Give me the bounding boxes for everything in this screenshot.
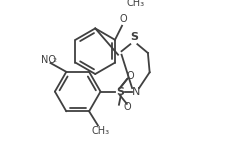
Text: S: S [116, 87, 124, 97]
Text: 2: 2 [52, 58, 56, 63]
Text: O: O [120, 14, 128, 24]
Text: N: N [132, 87, 140, 97]
Text: S: S [130, 32, 138, 42]
Text: CH₃: CH₃ [91, 126, 109, 136]
Text: NO: NO [41, 55, 56, 64]
Text: CH₃: CH₃ [127, 0, 145, 8]
Text: O: O [123, 102, 131, 112]
Text: O: O [127, 71, 134, 81]
